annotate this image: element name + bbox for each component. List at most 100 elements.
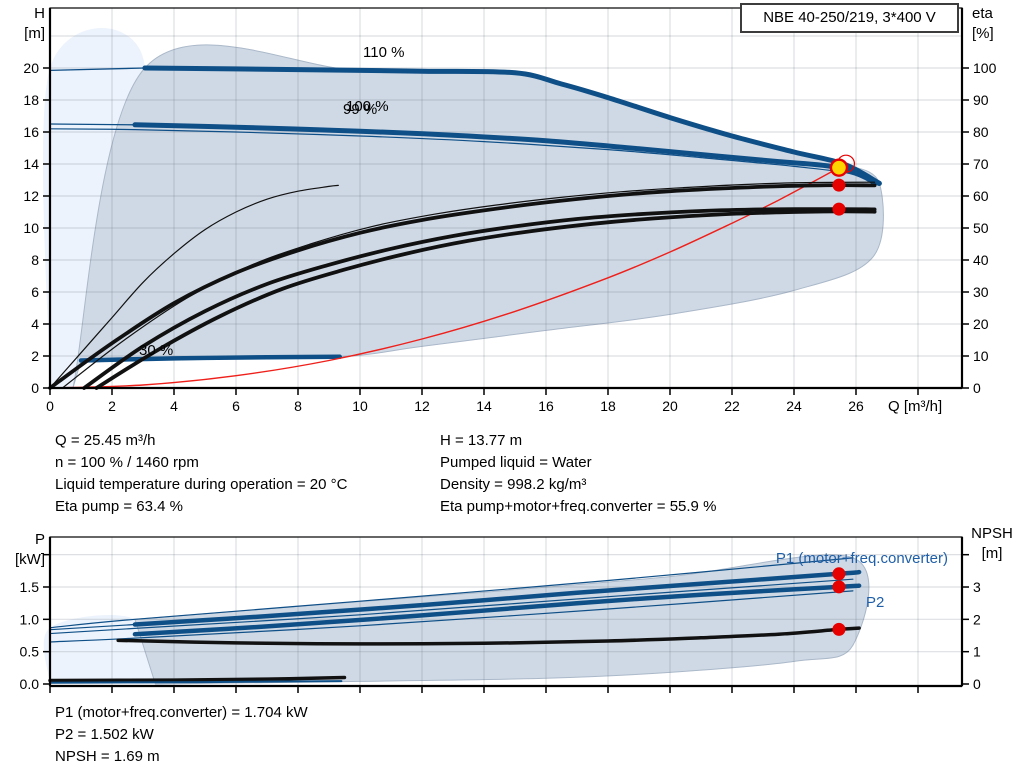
tick-label: 0.5 (20, 644, 40, 660)
curve-eta-small-speed (49, 184, 339, 389)
curve-system-curve (49, 167, 840, 389)
tick-label: 12 (23, 188, 39, 204)
curve-label: 99 % (343, 101, 377, 118)
tick-label: 18 (23, 92, 39, 108)
tick-label: 12 (414, 398, 430, 414)
tick-label: 0 (31, 380, 39, 396)
tick-label: 10 (352, 398, 368, 414)
power-npsh-chart: 0.0 0.5 1.0 1.5 0 1 2 3 P1 (motor+freq.converter… (20, 536, 981, 693)
duty-envelope-dark (72, 44, 884, 389)
h-axis-title-unit: [m] (24, 25, 45, 42)
eta-axis-title-unit: [%] (972, 25, 994, 42)
curve-p-low-thin (49, 590, 854, 643)
curve-p-30-blue (49, 680, 343, 684)
tick-label: 18 (600, 398, 616, 414)
npsh-point-marker (832, 622, 846, 636)
tick-label: 40 (973, 252, 989, 268)
tick-label: 20 (973, 316, 989, 332)
tick-label: 80 (973, 124, 989, 140)
tick-label: 50 (973, 220, 989, 236)
tick-label: 90 (973, 92, 989, 108)
duty-point-marker[interactable] (829, 158, 849, 177)
npsh-axis-title: NPSH [m] (962, 524, 1022, 564)
curve-p2 (132, 583, 862, 637)
curve-eta-total-b (94, 209, 877, 390)
npsh-axis-title-symbol: NPSH (971, 525, 1013, 542)
tick-label: 10 (973, 348, 989, 364)
tick-label: 0 (973, 676, 981, 692)
curve-npsh (116, 626, 861, 646)
tick-label: 26 (848, 398, 864, 414)
curve-label: 100 % (346, 98, 389, 115)
info-line-density: Density = 998.2 kg/m³ (440, 476, 587, 493)
p1-point-marker (832, 567, 846, 581)
tick-label: 16 (23, 124, 39, 140)
info-line-liquid: Pumped liquid = Water (440, 454, 592, 471)
tick-label: 1 (973, 644, 981, 660)
curve-speed-100-lead (49, 123, 136, 126)
tick-label: 14 (476, 398, 492, 414)
info-line-p2: P2 = 1.502 kW (55, 726, 154, 743)
curve-label: 30 % (139, 342, 173, 359)
tick-label: 0.0 (20, 676, 40, 692)
tick-label: 4 (170, 398, 178, 414)
tick-label: 0 (973, 380, 981, 396)
tick-label: 24 (786, 398, 802, 414)
h-axis-title-symbol: H (34, 5, 45, 22)
tick-label: 8 (294, 398, 302, 414)
info-line-eta-total: Eta pump+motor+freq.converter = 55.9 % (440, 498, 717, 515)
tick-label: 6 (31, 284, 39, 300)
curve-speed-110-lead (49, 67, 146, 72)
curve-speed-30 (78, 354, 343, 363)
curve-speed-99 (49, 128, 876, 186)
pump-curve-chart: 0246810121416182001020304050607080901000… (23, 7, 997, 415)
tick-label: 16 (538, 398, 554, 414)
curve-speed-110 (142, 65, 882, 186)
curve-label: 110 % (363, 44, 404, 61)
power-envelope-dark (134, 554, 870, 685)
tick-label: 20 (662, 398, 678, 414)
p-axis-title: P [kW] (0, 530, 45, 570)
tick-label: 22 (724, 398, 740, 414)
info-line-q: Q = 25.45 m³/h (55, 432, 156, 449)
info-line-h: H = 13.77 m (440, 432, 523, 449)
eta-axis-title-symbol: eta (972, 5, 993, 22)
tick-label: 2 (31, 348, 39, 364)
curve-label: P2 (866, 594, 884, 611)
pump-title-box: NBE 40-250/219, 3*400 V (740, 3, 959, 33)
p-axis-title-symbol: P (34, 531, 45, 548)
tick-label: 2 (973, 611, 981, 627)
npsh-axis-title-unit: [m] (981, 545, 1003, 562)
eta-axis-title: eta [%] (972, 4, 1022, 44)
h-axis-title: H [m] (0, 4, 45, 44)
tick-label: 1.0 (20, 611, 40, 627)
info-line-npsh: NPSH = 1.69 m (55, 748, 160, 765)
curve-eta-pump (48, 183, 877, 390)
tick-label: 10 (23, 220, 39, 236)
duty-info-left: Q = 25.45 m³/h n = 100 % / 1460 rpm Liqu… (55, 430, 347, 518)
x-axis-unit-label: Q [m³/h] (888, 398, 942, 415)
p-axis-title-unit: [kW] (15, 551, 45, 568)
curve-p-30-black (48, 675, 347, 683)
curve-eta-total-a (82, 207, 877, 390)
tick-label: 1.5 (20, 579, 40, 595)
tick-label: 14 (23, 156, 39, 172)
curve-label: P1 (motor+freq.converter) (776, 550, 948, 567)
curve-speed-100 (132, 122, 882, 186)
duty-info-right: H = 13.77 m Pumped liquid = Water Densit… (440, 430, 716, 518)
power-info: P1 (motor+freq.converter) = 1.704 kW P2 … (55, 702, 308, 768)
curve-p1 (132, 569, 862, 627)
info-line-temperature: Liquid temperature during operation = 20… (55, 476, 348, 493)
tick-label: 30 (973, 284, 989, 300)
curve-p1-lead (49, 623, 136, 631)
curve-p-mid-thin (49, 578, 854, 635)
tick-label: 70 (973, 156, 989, 172)
eta-pump-point-marker (832, 178, 846, 192)
tick-label: 2 (108, 398, 116, 414)
tick-label: 3 (973, 579, 981, 595)
tick-label: 100 (973, 60, 997, 76)
tick-label: 6 (232, 398, 240, 414)
tick-label: 4 (31, 316, 39, 332)
